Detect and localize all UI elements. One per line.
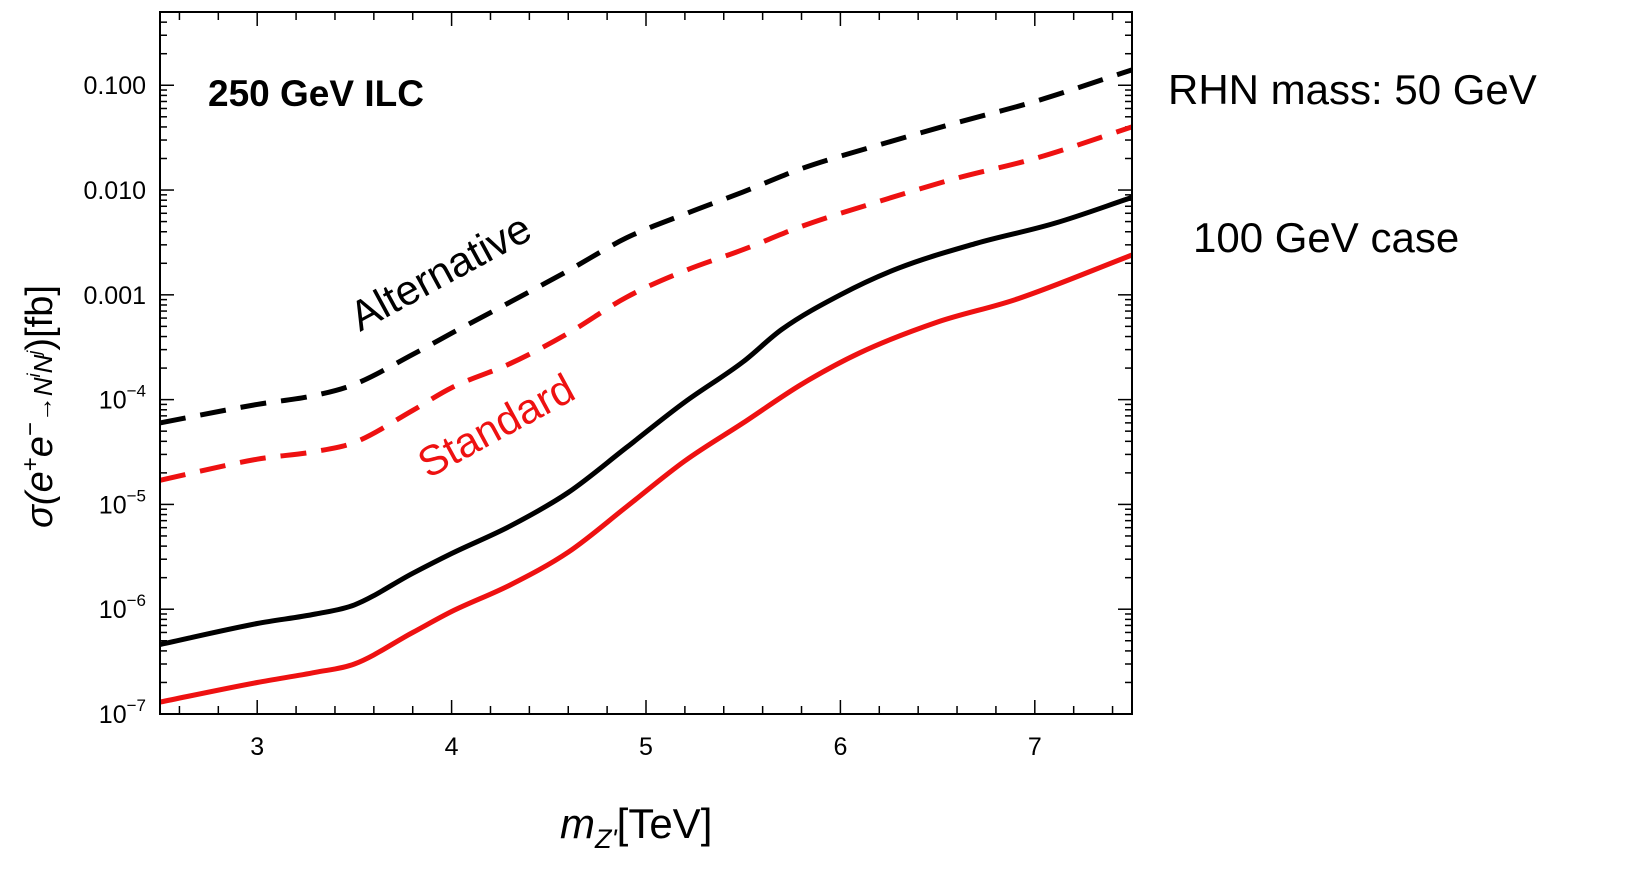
plot-frame [159,11,1133,715]
chart-title: 250 GeV ILC [208,73,424,114]
case-100-label: 100 GeV case [1193,214,1460,261]
y-tick-label-base: 0.100 [83,72,146,100]
x-tick-label: 5 [639,733,653,761]
axis-ticks [160,11,1132,715]
x-tick-label: 7 [1028,733,1042,761]
y-tick-label-exp: −4 [127,382,146,401]
y-axis-label-supi: i [24,372,44,377]
y-axis-label-e: e [19,436,61,457]
x-axis-label-sub: Z' [594,824,617,854]
y-tick-label-base: 10 [99,701,127,729]
standard-label: Standard [410,364,582,487]
series-standard-dashed-line [159,124,1133,483]
x-axis-label-main: m [560,800,595,847]
y-tick-label-base: 10 [99,491,127,519]
series-alternative-dashed-line [159,67,1133,426]
y-axis-label-arrow: →N [28,377,58,422]
series-lines [159,67,1133,705]
x-tick-labels: 3 4 5 6 7 [250,733,1042,761]
y-tick-label-exp: −6 [127,591,146,610]
y-axis-label-sigma: σ(e [19,471,61,528]
y-tick-label: 10−6 [99,591,146,624]
y-tick-label-base: 10 [99,596,127,624]
y-tick-label-base: 0.001 [83,282,146,310]
y-tick-label-base: 0.010 [83,177,146,205]
y-tick-label: 0.010 [83,177,146,205]
y-tick-label: 0.001 [83,282,146,310]
y-axis-label-n2: N [28,354,58,373]
y-tick-label: 10−5 [99,486,146,519]
x-tick-label: 6 [833,733,847,761]
alternative-label: Alternative [342,204,539,340]
x-tick-label: 4 [445,733,459,761]
y-tick-label-exp: −5 [127,486,146,505]
series-standard-solid-line [159,252,1133,705]
y-axis-label: σ(e+e−→NiNj)[fb] [17,285,61,528]
y-axis-label-tail: )[fb] [19,285,61,350]
y-axis-label-sup2: − [17,422,44,436]
y-tick-label: 10−4 [99,382,146,415]
x-tick-label: 3 [250,733,264,761]
y-tick-label: 10−7 [99,696,146,729]
x-axis-label-unit: [TeV] [617,800,713,847]
y-axis-label-sup1: + [17,457,44,471]
y-axis-label-supj: j [24,350,44,358]
y-tick-label: 0.100 [83,72,146,100]
rhn-mass-label: RHN mass: 50 GeV [1168,66,1537,113]
x-axis-label: mZ'[TeV] [560,800,712,854]
series-alternative-solid-line [159,195,1133,647]
y-tick-label-base: 10 [99,387,127,415]
y-tick-label-exp: −7 [127,696,146,715]
